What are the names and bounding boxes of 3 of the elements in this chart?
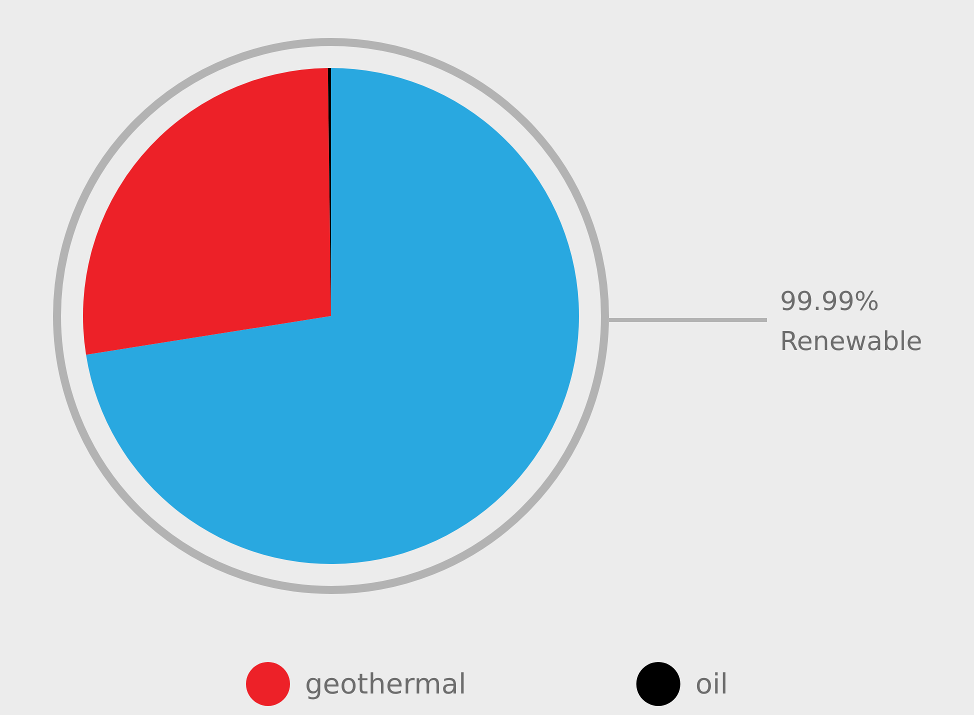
legend-label: oil: [695, 668, 728, 700]
text: 99.99% Renewable: [780, 287, 922, 357]
legend-label: geothermal: [305, 668, 466, 700]
